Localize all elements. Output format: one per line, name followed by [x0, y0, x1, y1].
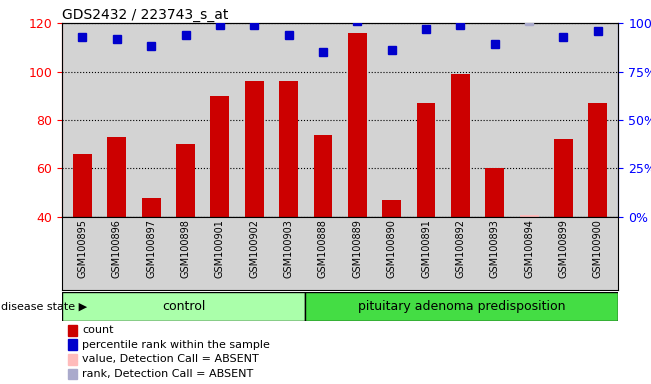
Text: GSM100898: GSM100898 [180, 219, 191, 278]
Text: GSM100903: GSM100903 [284, 219, 294, 278]
Text: GSM100891: GSM100891 [421, 219, 431, 278]
Text: disease state ▶: disease state ▶ [1, 301, 87, 311]
Text: value, Detection Call = ABSENT: value, Detection Call = ABSENT [82, 354, 259, 364]
Text: GSM100902: GSM100902 [249, 219, 259, 278]
Text: GSM100894: GSM100894 [524, 219, 534, 278]
Bar [519, 215, 538, 217]
Bar [210, 96, 229, 217]
Bar [107, 137, 126, 217]
Bar [348, 33, 367, 217]
Text: GSM100895: GSM100895 [77, 219, 87, 278]
Text: GSM100901: GSM100901 [215, 219, 225, 278]
Bar [589, 103, 607, 217]
Text: GSM100892: GSM100892 [456, 219, 465, 278]
Text: pituitary adenoma predisposition: pituitary adenoma predisposition [358, 300, 566, 313]
Bar [554, 139, 573, 217]
Bar [485, 169, 505, 217]
Bar [73, 154, 92, 217]
Text: control: control [162, 300, 205, 313]
Text: GSM100899: GSM100899 [559, 219, 568, 278]
Text: GSM100896: GSM100896 [112, 219, 122, 278]
Text: GSM100897: GSM100897 [146, 219, 156, 278]
Bar [382, 200, 401, 217]
Text: GDS2432 / 223743_s_at: GDS2432 / 223743_s_at [62, 8, 229, 22]
Bar [279, 81, 298, 217]
Bar [314, 134, 333, 217]
FancyBboxPatch shape [305, 292, 618, 321]
Text: percentile rank within the sample: percentile rank within the sample [82, 340, 270, 350]
Bar [245, 81, 264, 217]
Text: GSM100889: GSM100889 [352, 219, 363, 278]
Text: GSM100893: GSM100893 [490, 219, 500, 278]
Bar [451, 74, 470, 217]
Bar [417, 103, 436, 217]
Text: GSM100900: GSM100900 [593, 219, 603, 278]
Bar [142, 198, 161, 217]
Text: count: count [82, 325, 113, 335]
FancyBboxPatch shape [62, 292, 305, 321]
Text: GSM100888: GSM100888 [318, 219, 328, 278]
Text: GSM100890: GSM100890 [387, 219, 396, 278]
Bar [176, 144, 195, 217]
Text: rank, Detection Call = ABSENT: rank, Detection Call = ABSENT [82, 369, 253, 379]
